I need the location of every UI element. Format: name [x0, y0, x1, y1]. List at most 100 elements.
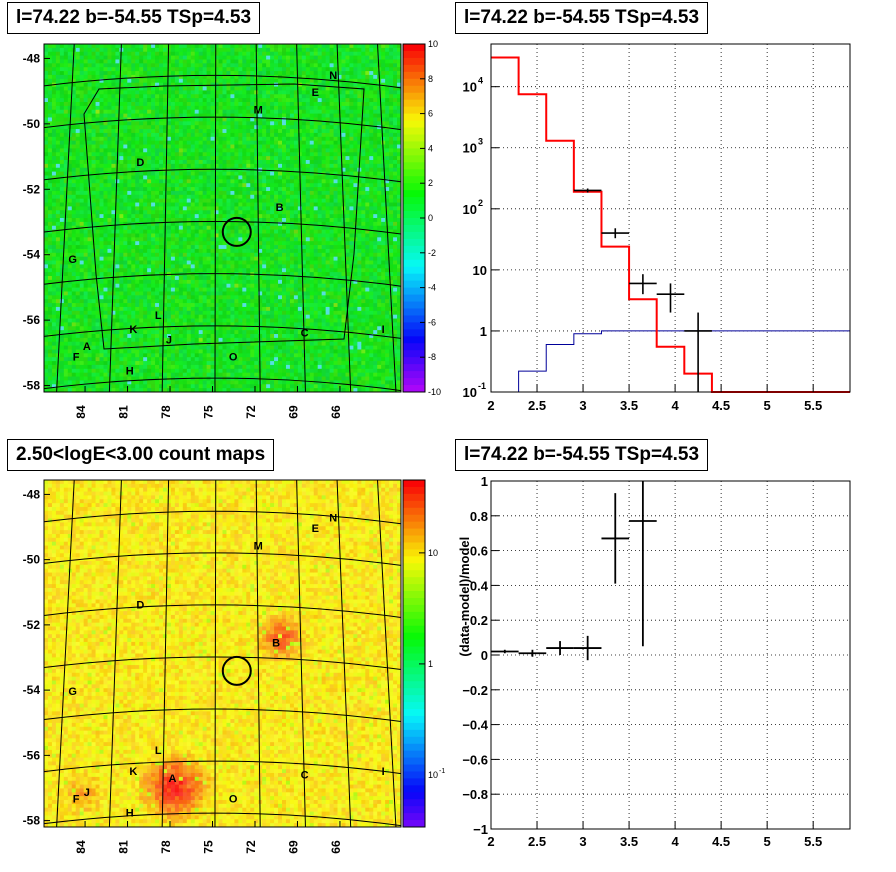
x-tick-label: 2.5 — [528, 834, 546, 849]
y-tick-exponent: 4 — [478, 76, 483, 86]
colorbar-tick-label: 4 — [428, 143, 433, 153]
count-map-frame — [43, 479, 402, 828]
source-label: H — [126, 808, 134, 820]
x-tick-label: 4.5 — [712, 398, 730, 413]
count-map-panel: NE M D B G L K A C I JF O H -48 -50 -52 -54 -56 -58 84 81 78 7… — [23, 479, 445, 854]
colorbar-tick-label: -10 — [428, 387, 441, 397]
data-point — [629, 481, 657, 647]
residuals-grid — [490, 480, 850, 830]
source-label: B — [272, 638, 280, 650]
source-label: N — [329, 513, 337, 525]
source-label: I — [382, 766, 385, 778]
y-tick-label: 0.6 — [470, 544, 488, 559]
colorbar-tick-label-exp: -1 — [439, 768, 445, 775]
y-tick-label: 1 — [481, 474, 488, 489]
spectrum-title: l=74.22 b=-54.55 TSp=4.53 — [455, 2, 709, 34]
source-label: O — [229, 794, 238, 806]
y-tick-label: −0.2 — [462, 683, 488, 698]
colorbar-tick-label: 2 — [428, 178, 433, 188]
y-tick-label: -50 — [23, 553, 41, 567]
colorbar-tick-label: -4 — [428, 283, 436, 293]
y-tick-label: -52 — [23, 182, 41, 196]
colorbar-tick-label: 10 — [428, 39, 438, 49]
y-tick-label: −0.8 — [462, 787, 488, 802]
y-tick-label: -56 — [23, 748, 41, 762]
y-tick-label: −0.4 — [462, 718, 488, 733]
y-tick-label: −0.6 — [462, 752, 488, 767]
y-tick-exponent: 2 — [478, 198, 483, 208]
x-tick-label: 72 — [244, 840, 258, 854]
data-point — [518, 649, 547, 657]
y-tick-label: 10 — [463, 80, 477, 95]
source-label: G — [68, 254, 77, 266]
source-label: N — [329, 70, 337, 82]
x-tick-label: 3.5 — [620, 834, 638, 849]
x-tick-label: 78 — [159, 405, 173, 419]
source-label: G — [68, 686, 77, 698]
x-tick-label: 3.5 — [620, 398, 638, 413]
source-label: O — [229, 352, 238, 364]
x-tick-label: 3 — [579, 834, 586, 849]
y-tick-label: 0.4 — [470, 578, 489, 593]
source-label: C — [301, 327, 309, 339]
spectrum-grid — [490, 44, 850, 392]
x-tick-label: 4 — [671, 398, 679, 413]
residual-map-source-circle — [221, 216, 252, 247]
y-tick-label: 0.2 — [470, 613, 488, 628]
x-tick-label: 72 — [244, 405, 258, 419]
x-tick-label: 69 — [287, 405, 301, 419]
y-tick-label: -58 — [23, 379, 41, 393]
x-tick-label: 3 — [579, 398, 586, 413]
colorbar-tick-label: -6 — [428, 317, 436, 327]
source-label: E — [312, 87, 319, 99]
x-tick-label: 81 — [117, 840, 131, 854]
data-point — [573, 635, 602, 661]
colorbar-tick-label: 10 — [428, 548, 438, 558]
source-label: J — [166, 334, 172, 346]
x-tick-label: 2 — [487, 398, 494, 413]
data-point — [573, 188, 602, 193]
data-point — [491, 649, 519, 654]
source-label: D — [136, 157, 144, 169]
x-tick-label: 5 — [764, 834, 771, 849]
colorbar-tick-label: 6 — [428, 109, 433, 119]
data-point — [684, 312, 712, 392]
source-label: J — [84, 787, 90, 799]
y-tick-label: 10 — [463, 202, 477, 217]
source-label: K — [129, 324, 137, 336]
y-tick-label: 1 — [480, 324, 487, 339]
x-tick-label: 2 — [487, 834, 494, 849]
data-point — [601, 493, 630, 584]
source-label: C — [301, 769, 309, 781]
background-model-line — [518, 330, 850, 392]
y-tick-label: -48 — [23, 487, 41, 501]
x-tick-label: 5.5 — [804, 398, 822, 413]
x-tick-label: 66 — [329, 405, 343, 419]
residual-map-colorbar: 10 8 6 4 2 0 -2 -4 -6 -8 -10 — [402, 39, 441, 397]
y-tick-label: -52 — [23, 618, 41, 632]
model-line — [491, 56, 850, 393]
y-tick-label: -48 — [23, 51, 41, 65]
source-label: K — [129, 766, 137, 778]
x-tick-label: 66 — [329, 840, 343, 854]
residual-map-title: l=74.22 b=-54.55 TSp=4.53 — [7, 2, 261, 34]
x-tick-label: 5.5 — [804, 834, 822, 849]
y-axis-label: (data-model)/model — [457, 537, 472, 657]
x-tick-label: 5 — [764, 398, 771, 413]
residual-map-frame — [43, 43, 402, 393]
y-tick-label: 10 — [473, 263, 487, 278]
x-tick-label: 4.5 — [712, 834, 730, 849]
y-tick-label: -56 — [23, 313, 41, 327]
y-tick-label: 0 — [481, 648, 488, 663]
x-tick-label: 78 — [159, 840, 173, 854]
y-tick-exponent: -1 — [478, 381, 486, 391]
source-label: I — [382, 324, 385, 336]
source-label: A — [83, 341, 91, 353]
source-label: A — [169, 773, 177, 785]
y-tick-label: −1 — [473, 822, 488, 837]
source-label: D — [136, 599, 144, 611]
source-label: F — [73, 352, 80, 364]
count-map-title: 2.50<logE<3.00 count maps — [7, 439, 275, 471]
